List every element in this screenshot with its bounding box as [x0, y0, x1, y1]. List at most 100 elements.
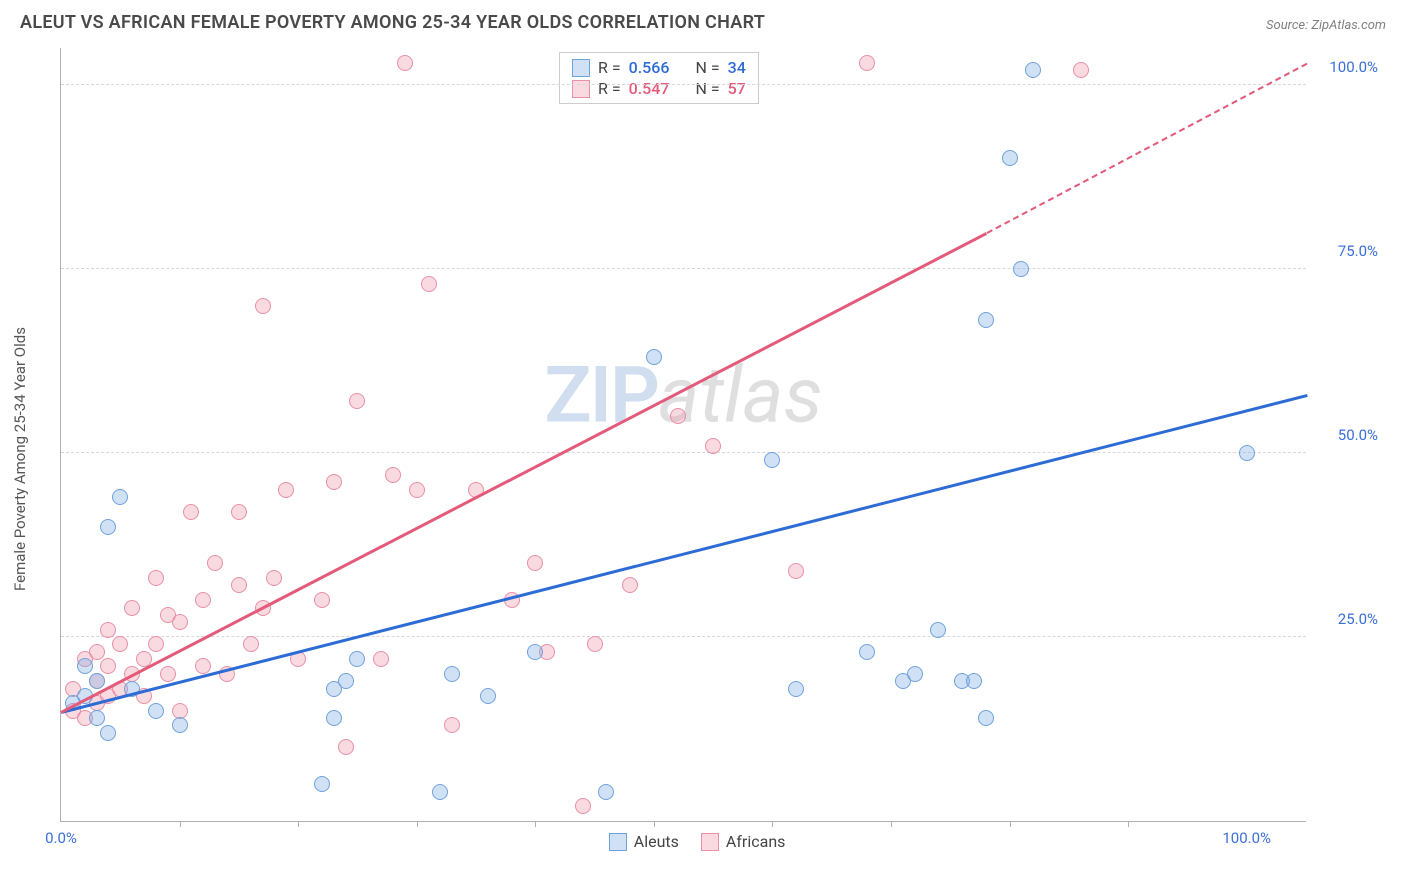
x-minor-tick	[417, 821, 418, 827]
x-minor-tick	[1128, 821, 1129, 827]
y-tick-label: 75.0%	[1338, 242, 1378, 260]
data-point-aleuts	[77, 658, 93, 674]
data-point-aleuts	[646, 349, 662, 365]
data-point-aleuts	[338, 673, 354, 689]
x-minor-tick	[654, 821, 655, 827]
data-point-africans	[195, 592, 211, 608]
stats-row-aleuts: R = 0.566 N = 34	[572, 57, 746, 78]
data-point-africans	[409, 482, 425, 498]
gridline-h	[61, 84, 1306, 85]
data-point-aleuts	[112, 489, 128, 505]
data-point-africans	[255, 298, 271, 314]
data-point-aleuts	[100, 725, 116, 741]
r-value-africans: 0.547	[629, 79, 670, 98]
data-point-africans	[172, 614, 188, 630]
data-point-africans	[587, 636, 603, 652]
x-tick-label: 0.0%	[45, 829, 77, 847]
y-axis-label: Female Poverty Among 25-34 Year Olds	[11, 327, 29, 591]
chart-header: ALEUT VS AFRICAN FEMALE POVERTY AMONG 25…	[0, 0, 1406, 39]
data-point-aleuts	[1002, 150, 1018, 166]
r-value-aleuts: 0.566	[629, 58, 670, 77]
data-point-aleuts	[148, 703, 164, 719]
data-point-africans	[100, 658, 116, 674]
data-point-africans	[421, 276, 437, 292]
n-label: N =	[695, 58, 719, 77]
data-point-aleuts	[859, 644, 875, 660]
data-point-africans	[444, 717, 460, 733]
source-attribution: Source: ZipAtlas.com	[1266, 18, 1386, 33]
data-point-africans	[100, 622, 116, 638]
x-minor-tick	[535, 821, 536, 827]
data-point-africans	[622, 577, 638, 593]
data-point-africans	[1073, 62, 1089, 78]
data-point-africans	[373, 651, 389, 667]
data-point-aleuts	[1013, 261, 1029, 277]
x-minor-tick	[1010, 821, 1011, 827]
trendline-africans-dash	[986, 63, 1307, 234]
data-point-africans	[326, 474, 342, 490]
data-point-africans	[124, 600, 140, 616]
data-point-africans	[243, 636, 259, 652]
data-point-africans	[89, 644, 105, 660]
series-legend: Aleuts Africans	[609, 832, 786, 851]
data-point-aleuts	[314, 776, 330, 792]
data-point-africans	[195, 658, 211, 674]
data-point-aleuts	[930, 622, 946, 638]
stats-legend: R = 0.566 N = 34 R = 0.547 N = 57	[559, 52, 759, 104]
data-point-africans	[148, 570, 164, 586]
data-point-aleuts	[966, 673, 982, 689]
data-point-africans	[266, 570, 282, 586]
data-point-aleuts	[598, 784, 614, 800]
n-label-2: N =	[695, 79, 719, 98]
data-point-africans	[231, 504, 247, 520]
data-point-africans	[349, 393, 365, 409]
data-point-africans	[183, 504, 199, 520]
data-point-aleuts	[480, 688, 496, 704]
r-label: R =	[598, 58, 621, 77]
swatch-africans-2	[701, 833, 719, 851]
x-minor-tick	[180, 821, 181, 827]
data-point-aleuts	[444, 666, 460, 682]
data-point-aleuts	[1025, 62, 1041, 78]
legend-item-africans: Africans	[701, 832, 785, 851]
legend-item-aleuts: Aleuts	[609, 832, 679, 851]
data-point-aleuts	[432, 784, 448, 800]
data-point-aleuts	[1239, 445, 1255, 461]
data-point-africans	[788, 563, 804, 579]
data-point-aleuts	[978, 312, 994, 328]
n-value-africans: 57	[728, 79, 746, 98]
plot-area: ZIPatlas R = 0.566 N = 34 R = 0.547 N = …	[60, 48, 1306, 822]
data-point-africans	[207, 555, 223, 571]
data-point-aleuts	[172, 717, 188, 733]
data-point-aleuts	[349, 651, 365, 667]
data-point-aleuts	[788, 681, 804, 697]
n-value-aleuts: 34	[728, 58, 746, 77]
data-point-africans	[705, 438, 721, 454]
data-point-africans	[397, 55, 413, 71]
data-point-africans	[172, 703, 188, 719]
data-point-africans	[314, 592, 330, 608]
data-point-africans	[278, 482, 294, 498]
x-minor-tick	[298, 821, 299, 827]
watermark-atlas: atlas	[658, 350, 823, 441]
gridline-h	[61, 452, 1306, 453]
trendline-aleuts	[61, 394, 1308, 713]
data-point-aleuts	[100, 519, 116, 535]
chart-title: ALEUT VS AFRICAN FEMALE POVERTY AMONG 25…	[20, 12, 765, 33]
data-point-aleuts	[527, 644, 543, 660]
chart-container: Female Poverty Among 25-34 Year Olds ZIP…	[48, 48, 1386, 852]
data-point-africans	[575, 798, 591, 814]
data-point-aleuts	[907, 666, 923, 682]
x-minor-tick	[891, 821, 892, 827]
swatch-aleuts-2	[609, 833, 627, 851]
data-point-aleuts	[326, 710, 342, 726]
y-tick-label: 25.0%	[1338, 610, 1378, 628]
swatch-africans	[572, 80, 590, 98]
data-point-africans	[160, 666, 176, 682]
trendline-africans	[60, 232, 987, 713]
legend-label-aleuts: Aleuts	[634, 832, 679, 851]
data-point-africans	[670, 408, 686, 424]
data-point-africans	[112, 636, 128, 652]
data-point-africans	[527, 555, 543, 571]
data-point-africans	[338, 739, 354, 755]
